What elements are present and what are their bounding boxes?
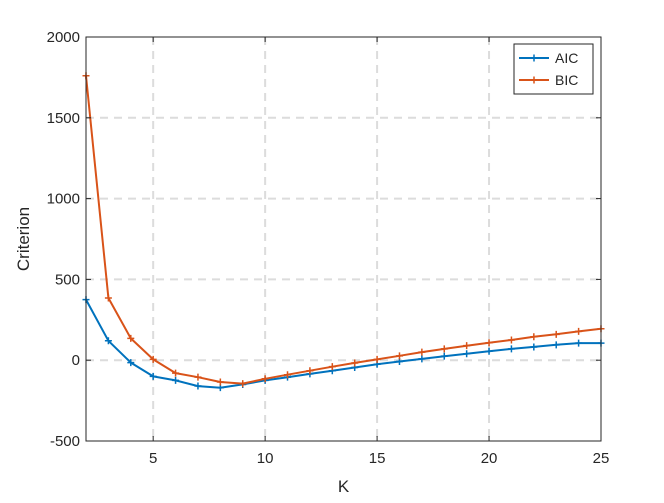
data-point-bic (216, 378, 224, 386)
data-point-aic (127, 359, 135, 367)
grid (86, 37, 601, 441)
y-tick-label: 1000 (47, 191, 80, 208)
y-tick-label: -500 (50, 433, 80, 450)
legend-box (513, 43, 594, 95)
data-point-bic (284, 371, 292, 379)
series-line-aic (85, 299, 601, 389)
data-point-aic (485, 347, 493, 355)
y-axis-label: Criterion (14, 207, 33, 271)
legend-label-bic: BIC (555, 72, 578, 88)
y-tick-label: 0 (72, 352, 80, 369)
plot-frame (85, 36, 602, 442)
series-line-bic (85, 75, 602, 385)
legend-marker-bic (530, 76, 538, 84)
data-point-aic (104, 337, 112, 345)
data-point-aic (463, 350, 471, 358)
data-point-bic (306, 367, 314, 375)
x-tick-label: 15 (369, 450, 386, 467)
x-axis-label: K (338, 477, 350, 496)
data-point-bic (373, 355, 381, 363)
data-point-bic (530, 333, 538, 341)
y-tick-label: 500 (55, 271, 80, 288)
data-point-bic (485, 339, 493, 347)
data-point-bic (194, 373, 202, 381)
series-group (82, 72, 605, 392)
data-point-bic (104, 294, 112, 302)
legend-label-aic: AIC (555, 50, 578, 66)
data-point-aic (440, 352, 448, 360)
data-point-bic (440, 345, 448, 353)
data-point-bic (351, 359, 359, 367)
data-point-bic (149, 355, 157, 363)
data-point-aic (507, 345, 515, 353)
data-point-bic (127, 334, 135, 342)
data-point-aic (194, 382, 202, 390)
y-tick-label: 1500 (47, 110, 80, 127)
data-point-bic (552, 330, 560, 338)
x-tick-label: 20 (481, 450, 498, 467)
data-point-bic (395, 352, 403, 360)
data-point-aic (552, 341, 560, 349)
data-point-aic (575, 339, 583, 347)
data-point-bic (328, 363, 336, 371)
data-point-aic (172, 376, 180, 384)
data-point-bic (172, 369, 180, 377)
axis-ticks: 5 10 15 20 25 -500 0 500 1000 1500 2000 (47, 29, 610, 467)
y-tick-label: 2000 (47, 29, 80, 46)
data-point-bic (463, 342, 471, 350)
data-point-aic (149, 372, 157, 380)
data-point-bic (575, 327, 583, 335)
x-tick-label: 10 (257, 450, 274, 467)
data-point-bic (507, 336, 515, 344)
data-point-bic (418, 348, 426, 356)
legend-marker-aic (530, 54, 538, 62)
x-tick-label: 5 (149, 450, 157, 467)
plot-area (86, 37, 601, 441)
data-point-aic (530, 343, 538, 351)
data-point-bic (261, 375, 269, 383)
legend: AIC BIC (513, 43, 594, 95)
x-tick-label: 25 (593, 450, 610, 467)
data-point-bic (239, 380, 247, 388)
data-point-aic (418, 355, 426, 363)
